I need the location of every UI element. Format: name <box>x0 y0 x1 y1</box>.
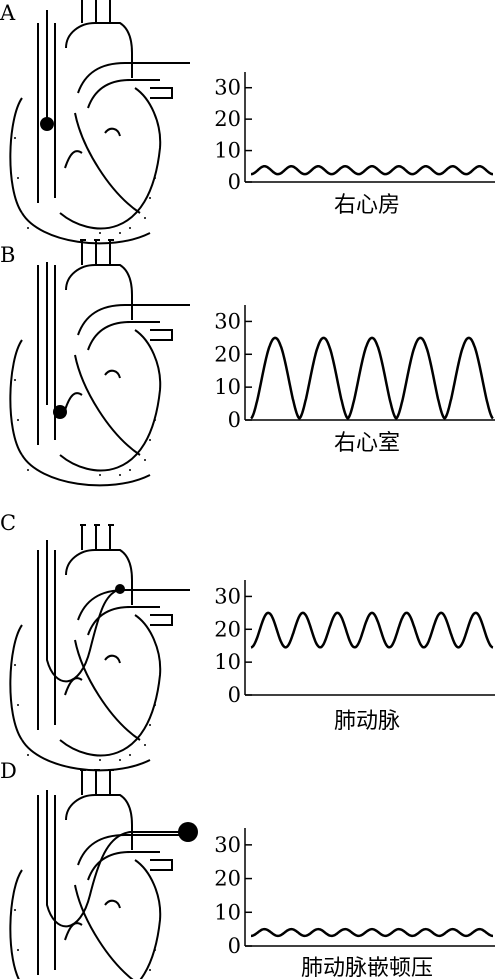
y-tick-label: 30 <box>214 309 241 333</box>
catheter-tip-marker <box>40 117 54 131</box>
y-tick-label: 10 <box>214 375 241 399</box>
panel-label: A <box>0 1 16 25</box>
pressure-trace <box>251 927 493 938</box>
catheter-tip-marker <box>115 584 125 594</box>
y-tick-label: 20 <box>214 342 241 366</box>
pressure-chart: 0 10 20 30 <box>214 72 495 194</box>
y-tick-label: 20 <box>214 107 241 131</box>
panel-b: B 0 10 20 30 右心室 <box>0 239 495 487</box>
catheter-tip-marker <box>53 405 67 419</box>
pressure-trace <box>250 336 494 421</box>
y-tick-label: 30 <box>214 833 241 857</box>
chart-caption: 右心室 <box>334 431 400 456</box>
y-tick-label: 30 <box>214 584 241 608</box>
y-tick-label: 20 <box>214 867 241 891</box>
chart-caption: 右心房 <box>334 193 400 218</box>
y-tick-label: 30 <box>214 76 241 100</box>
panel-label: C <box>0 511 16 535</box>
y-tick-label: 10 <box>214 900 241 924</box>
panel-c: C 0 10 20 30 肺动脉 <box>0 511 495 772</box>
pressure-chart: 0 10 20 30 <box>214 828 495 958</box>
y-tick-label: 10 <box>214 650 241 674</box>
y-tick-label: 0 <box>228 408 241 432</box>
heart-diagram <box>9 0 192 245</box>
pressure-chart: 0 10 20 30 <box>214 580 495 707</box>
catheter-line <box>46 790 180 928</box>
chart-caption: 肺动脉嵌顿压 <box>301 956 433 979</box>
pressure-trace <box>251 165 493 176</box>
panel-label: D <box>0 759 17 783</box>
y-tick-label: 20 <box>214 617 241 641</box>
y-tick-label: 0 <box>228 934 241 958</box>
pressure-trace <box>250 611 494 649</box>
pressure-chart: 0 10 20 30 <box>214 305 495 432</box>
panel-a: A 0 10 20 30 右心房 <box>0 0 495 245</box>
heart-diagram <box>9 239 192 487</box>
heart-diagram <box>9 524 192 772</box>
panel-d: D 0 10 20 30 肺动脉嵌顿压 <box>0 759 495 979</box>
panel-label: B <box>0 243 15 267</box>
y-tick-label: 10 <box>214 139 241 163</box>
y-tick-label: 0 <box>228 170 241 194</box>
catheter-tip-marker <box>178 822 198 842</box>
catheter-line <box>46 540 119 683</box>
chart-caption: 肺动脉 <box>334 709 400 734</box>
heart-diagram <box>9 769 192 979</box>
y-tick-label: 0 <box>228 683 241 707</box>
